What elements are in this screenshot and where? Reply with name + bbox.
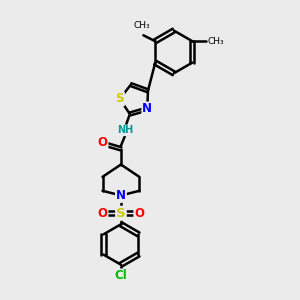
Text: S: S	[116, 207, 126, 220]
Text: S: S	[116, 92, 124, 105]
Text: CH₃: CH₃	[207, 37, 224, 46]
Text: NH: NH	[117, 125, 134, 135]
Text: O: O	[134, 207, 144, 220]
Text: CH₃: CH₃	[134, 21, 150, 30]
Text: O: O	[98, 207, 107, 220]
Text: O: O	[98, 136, 107, 149]
Text: Cl: Cl	[115, 269, 127, 283]
Text: N: N	[116, 189, 126, 202]
Text: N: N	[142, 103, 152, 116]
